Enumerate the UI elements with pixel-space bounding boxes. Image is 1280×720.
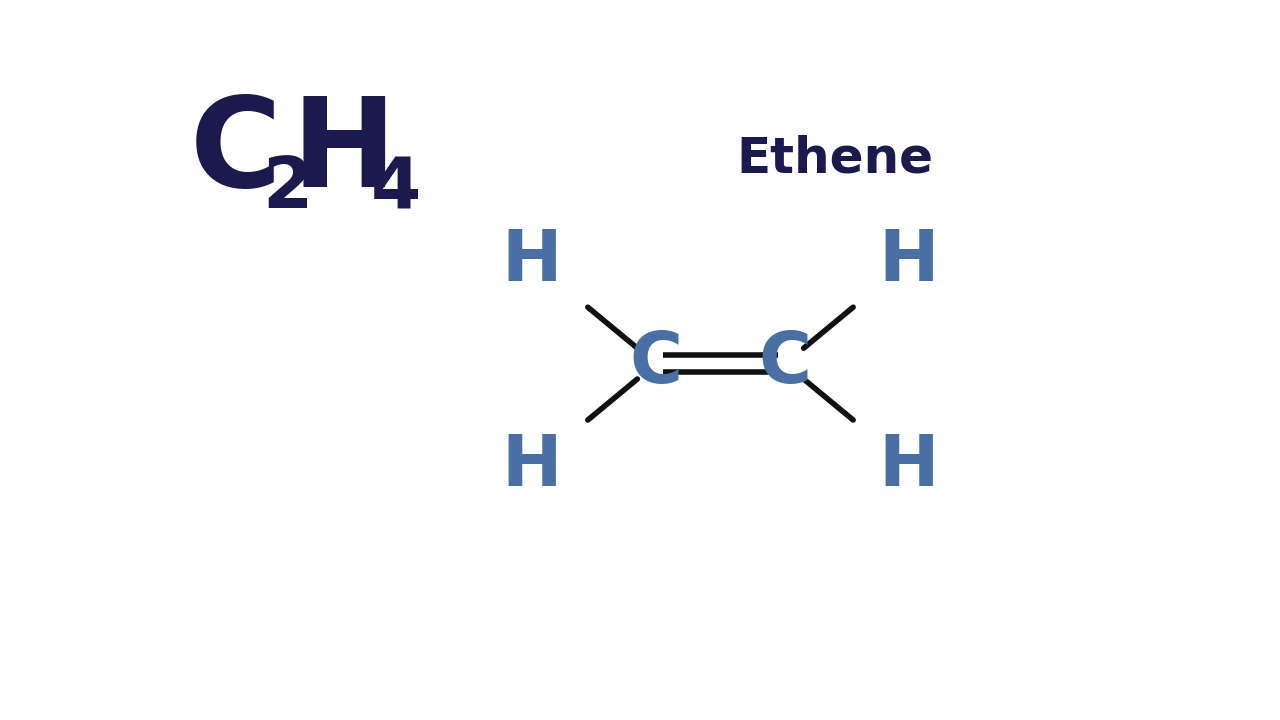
Text: H: H: [878, 432, 940, 500]
Text: C: C: [759, 329, 812, 398]
Text: H: H: [502, 432, 562, 500]
Text: 2: 2: [262, 155, 312, 223]
Text: H: H: [292, 92, 397, 213]
Text: H: H: [502, 227, 562, 295]
Text: C: C: [630, 329, 682, 398]
Text: 4: 4: [370, 155, 421, 223]
Text: C: C: [189, 92, 282, 213]
Text: Ethene: Ethene: [736, 135, 933, 182]
Text: H: H: [878, 227, 940, 295]
